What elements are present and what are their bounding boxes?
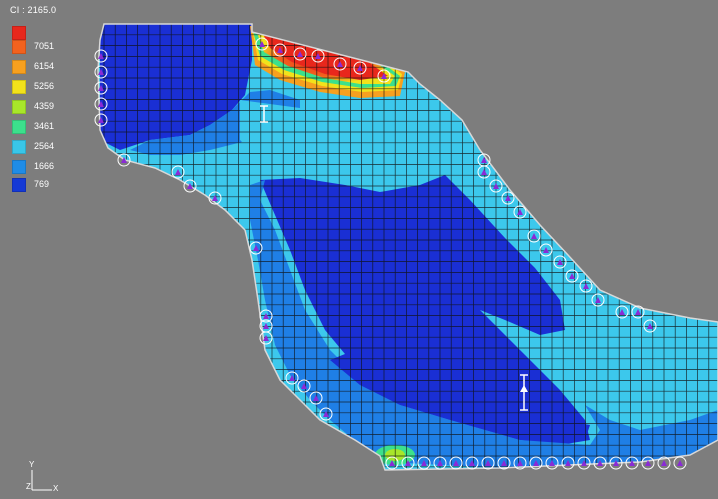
triangle-in-circle-icon [94,49,108,63]
triangle-in-circle-icon [609,456,623,470]
legend-label: 1666 [34,161,55,171]
legend-row: 6154 [12,60,72,74]
triangle-in-circle-icon [385,456,399,470]
triangle-in-circle-icon [293,47,307,61]
triangle-in-circle-icon [477,165,491,179]
triangle-in-circle-icon [208,191,222,205]
triangle-in-circle-icon [311,49,325,63]
triangle-in-circle-icon [273,43,287,57]
triangle-in-circle-icon [497,456,511,470]
legend-title: CI : 2165.0 [10,5,57,15]
triangle-in-circle-icon [171,165,185,179]
triangle-in-circle-icon [417,456,431,470]
legend-label: 7051 [34,41,55,51]
triangle-in-circle-icon [545,456,559,470]
axis-z-label: Z [26,482,31,491]
triangle-in-circle-icon [259,331,273,345]
triangle-in-circle-icon [539,243,553,257]
triangle-in-circle-icon [481,456,495,470]
triangle-in-circle-icon [561,456,575,470]
axis-triad-svg [31,470,52,491]
legend-row: 5256 [12,80,72,94]
triangle-in-circle-icon [117,153,131,167]
triangle-in-circle-icon [615,305,629,319]
triangle-in-circle-icon [579,279,593,293]
boundary-markers [94,37,687,470]
triangle-in-circle-icon [259,309,273,323]
legend-row: 1666 [12,160,72,174]
legend-swatch-6 [12,140,26,154]
triangle-in-circle-icon [377,69,391,83]
triangle-in-circle-icon [513,205,527,219]
triangle-in-circle-icon [255,37,269,51]
legend-row: 7051 [12,40,72,54]
triangle-in-circle-icon [94,97,108,111]
legend-row: 769 [12,178,72,192]
triangle-in-circle-icon [319,407,333,421]
triangle-in-circle-icon [465,456,479,470]
triangle-in-circle-icon [591,293,605,307]
triangle-in-circle-icon [529,456,543,470]
triangle-in-circle-icon [577,456,591,470]
legend-label: 769 [34,179,50,189]
legend-swatch-3 [12,80,26,94]
legend-swatch-4 [12,100,26,114]
triangle-in-circle-icon [631,305,645,319]
triangle-in-circle-icon [309,391,323,405]
legend-label: 6154 [34,61,55,71]
triangle-in-circle-icon [643,319,657,333]
legend-swatch-7 [12,160,26,174]
triangle-in-circle-icon [673,456,687,470]
well-icon[interactable] [260,105,268,123]
legend-row: 3461 [12,120,72,134]
axis-x-label: X [53,484,59,493]
triangle-in-circle-icon [625,456,639,470]
legend-swatch-2 [12,60,26,74]
triangle-in-circle-icon [297,379,311,393]
legend-label: 3461 [34,121,55,131]
triangle-in-circle-icon [657,456,671,470]
triangle-in-circle-icon [401,456,415,470]
triangle-in-circle-icon [553,255,567,269]
legend-label: 2564 [34,141,55,151]
legend-label: 5256 [34,81,55,91]
triangle-in-circle-icon [501,191,515,205]
triangle-in-circle-icon [285,371,299,385]
triangle-in-circle-icon [94,65,108,79]
legend-swatch-1 [12,40,26,54]
axis-y-label: Y [29,460,35,469]
triangle-in-circle-icon [565,269,579,283]
well-icon[interactable] [520,374,528,411]
triangle-in-circle-icon [449,456,463,470]
triangle-in-circle-icon [433,456,447,470]
triangle-in-circle-icon [333,57,347,71]
legend-swatch-5 [12,120,26,134]
legend-swatch-8 [12,178,26,192]
triangle-in-circle-icon [94,113,108,127]
legend-swatch-0 [12,26,26,40]
axis-triad-icon: Y Z X [22,460,62,494]
triangle-in-circle-icon [641,456,655,470]
triangle-in-circle-icon [527,229,541,243]
triangle-in-circle-icon [593,456,607,470]
legend-row: 2564 [12,140,72,154]
triangle-in-circle-icon [353,61,367,75]
contour-legend: CI : 2165.0 7051 6154 5256 4359 3461 256… [4,2,66,192]
triangle-in-circle-icon [513,456,527,470]
legend-label: 4359 [34,101,55,111]
triangle-in-circle-icon [94,81,108,95]
triangle-in-circle-icon [183,179,197,193]
domain-boundary [97,23,718,471]
legend-row [12,26,72,40]
legend-row: 4359 [12,100,72,114]
triangle-in-circle-icon [249,241,263,255]
triangle-in-circle-icon [489,179,503,193]
